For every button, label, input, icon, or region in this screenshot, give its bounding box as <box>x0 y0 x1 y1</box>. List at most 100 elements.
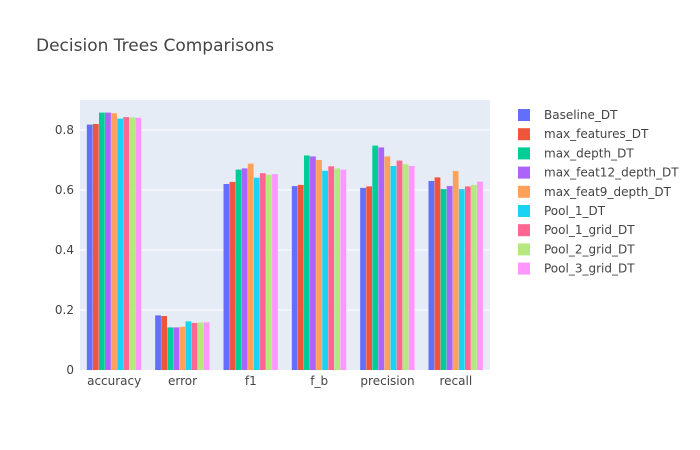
x-tick-label: error <box>168 374 197 388</box>
x-tick-label: accuracy <box>87 374 141 388</box>
legend-item[interactable]: max_feat12_depth_DT <box>518 166 679 180</box>
y-tick-label: 0.6 <box>55 183 74 197</box>
bar[interactable] <box>366 186 373 370</box>
legend-label: Pool_1_grid_DT <box>544 223 635 237</box>
bar[interactable] <box>266 174 272 370</box>
legend-item[interactable]: Baseline_DT <box>518 108 618 122</box>
legend-swatch <box>518 128 530 141</box>
legend-item[interactable]: max_feat9_depth_DT <box>518 185 672 199</box>
y-tick-label: 0 <box>66 363 74 377</box>
bar[interactable] <box>334 168 341 370</box>
legend-label: max_features_DT <box>544 127 649 141</box>
y-tick-label: 0.4 <box>55 243 74 257</box>
bar[interactable] <box>197 322 204 370</box>
x-tick-label: precision <box>360 374 414 388</box>
bar[interactable] <box>390 166 397 370</box>
legend-label: max_feat12_depth_DT <box>544 166 679 180</box>
bar[interactable] <box>446 186 453 370</box>
legend-label: Pool_3_grid_DT <box>544 262 635 276</box>
bar[interactable] <box>203 322 210 370</box>
bar[interactable] <box>117 118 123 370</box>
bar[interactable] <box>402 164 409 370</box>
y-tick-label: 0.8 <box>55 123 74 137</box>
y-tick-label: 0.2 <box>55 303 74 317</box>
bar[interactable] <box>111 113 117 370</box>
bar[interactable] <box>247 163 254 370</box>
bar[interactable] <box>434 177 441 370</box>
bar[interactable] <box>241 168 248 370</box>
legend-label: max_feat9_depth_DT <box>544 185 672 199</box>
chart-title: Decision Trees Comparisons <box>36 36 274 56</box>
bar[interactable] <box>408 166 415 370</box>
legend-label: Pool_2_grid_DT <box>544 242 635 256</box>
bar[interactable] <box>316 160 322 370</box>
legend-label: Baseline_DT <box>544 108 618 122</box>
bar[interactable] <box>129 117 136 371</box>
legend-swatch <box>518 243 530 256</box>
bar[interactable] <box>291 186 298 370</box>
bar[interactable] <box>440 189 447 370</box>
legend: Baseline_DT max_features_DT max_depth_DTma… <box>518 108 679 276</box>
legend-item[interactable]: max_depth_DT <box>518 146 634 160</box>
legend-swatch <box>518 109 530 121</box>
bar[interactable] <box>123 117 130 370</box>
legend-item[interactable]: Pool_2_grid_DT <box>518 242 635 256</box>
legend-swatch <box>518 262 530 275</box>
bar[interactable] <box>384 156 391 370</box>
bar[interactable] <box>223 184 230 370</box>
legend-label: max_depth_DT <box>544 146 634 160</box>
bars <box>86 112 483 371</box>
bar[interactable] <box>340 169 347 370</box>
legend-label: Pool_1_DT <box>544 204 606 218</box>
legend-item[interactable]: Pool_1_DT <box>518 204 606 218</box>
bar[interactable] <box>259 173 266 370</box>
bar[interactable] <box>135 117 142 370</box>
bar[interactable] <box>155 315 161 370</box>
bar[interactable] <box>477 181 483 370</box>
bar[interactable] <box>235 169 242 370</box>
bar[interactable] <box>322 170 328 370</box>
legend-item[interactable]: max_features_DT <box>518 127 649 141</box>
bar[interactable] <box>372 145 379 370</box>
bar[interactable] <box>185 321 192 370</box>
bar[interactable] <box>378 147 385 370</box>
bar[interactable] <box>360 187 366 370</box>
x-axis-ticks: accuracy error f1 f_b precision recall <box>87 374 472 388</box>
x-tick-label: f1 <box>245 374 257 388</box>
bar[interactable] <box>191 322 198 370</box>
bar[interactable] <box>464 186 471 370</box>
bar[interactable] <box>428 181 435 370</box>
bar[interactable] <box>310 156 316 370</box>
bar[interactable] <box>452 171 459 370</box>
legend-swatch <box>518 205 530 217</box>
bar[interactable] <box>303 155 310 371</box>
y-gridlines <box>80 129 490 311</box>
legend-item[interactable]: Pool_3_grid_DT <box>518 262 635 276</box>
y-axis-ticks: 0 0.2 0.4 0.6 0.8 <box>55 123 74 377</box>
x-tick-label: f_b <box>310 374 328 388</box>
bar[interactable] <box>105 112 111 370</box>
bar[interactable] <box>161 316 168 370</box>
bar[interactable] <box>98 112 105 370</box>
bar[interactable] <box>167 327 174 370</box>
legend-swatch <box>518 185 530 198</box>
bar[interactable] <box>272 174 278 370</box>
bar[interactable] <box>253 177 260 370</box>
plot-area <box>80 100 490 370</box>
bar[interactable] <box>297 184 304 370</box>
bar[interactable] <box>86 124 93 370</box>
bar[interactable] <box>173 327 180 370</box>
legend-swatch <box>518 147 530 160</box>
bar[interactable] <box>92 124 99 370</box>
bar[interactable] <box>229 181 236 370</box>
bar[interactable] <box>396 160 403 370</box>
legend-swatch <box>518 166 530 179</box>
x-tick-label: recall <box>439 374 472 388</box>
bar[interactable] <box>328 166 335 370</box>
legend-swatch <box>518 224 530 237</box>
bar[interactable] <box>458 189 465 370</box>
bar[interactable] <box>179 326 186 370</box>
bar[interactable] <box>471 184 477 370</box>
legend-item[interactable]: Pool_1_grid_DT <box>518 223 635 237</box>
